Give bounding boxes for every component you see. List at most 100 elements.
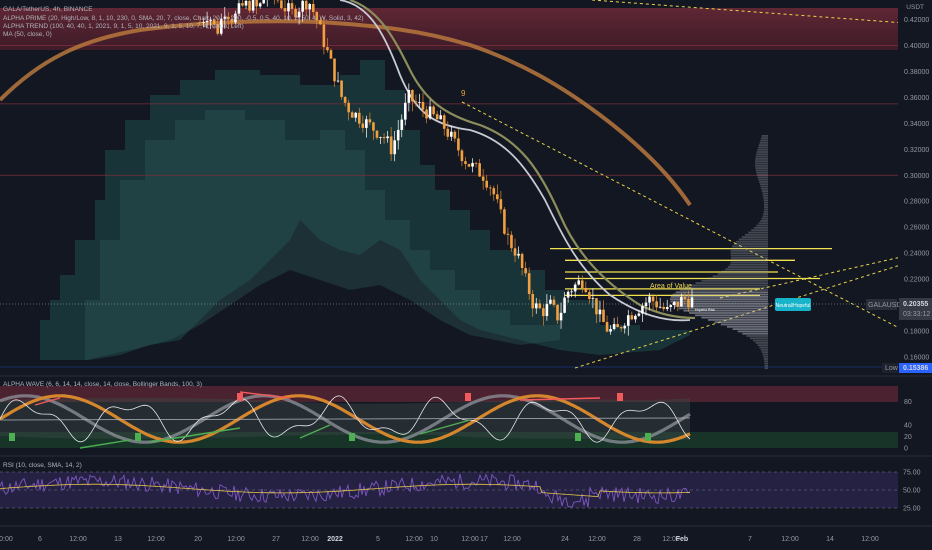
candle-body	[591, 298, 595, 299]
volume-bar	[751, 229, 768, 232]
volume-bar	[744, 233, 768, 236]
candle-body	[460, 150, 464, 162]
volume-bar	[670, 300, 768, 303]
volume-bar	[755, 169, 768, 172]
candle-body	[432, 106, 435, 115]
volume-bar	[763, 204, 768, 206]
candle-body	[205, 20, 209, 23]
candle-body	[605, 322, 609, 332]
alpha-trend-cloud	[40, 60, 690, 360]
candle-body	[403, 102, 407, 120]
candle-body	[428, 106, 432, 119]
volume-bar	[761, 135, 768, 137]
volume-bar	[730, 254, 768, 257]
volume-bar	[756, 153, 768, 156]
alpha-trend-cloud-inner	[85, 110, 560, 360]
candle-body	[641, 306, 644, 314]
wave-fast-line	[0, 394, 691, 444]
divergence-line	[239, 391, 291, 399]
rsi-lines	[0, 473, 691, 508]
price-tick: 0.28000	[904, 199, 929, 206]
volume-bar	[684, 286, 768, 289]
volume-bar	[761, 190, 768, 192]
volume-bar	[712, 275, 768, 278]
candle-body	[368, 119, 372, 123]
volume-bar	[742, 332, 768, 335]
price-tick: 0.36000	[904, 95, 929, 102]
candle-body	[340, 80, 343, 97]
rsi-tick: 75.00	[903, 470, 921, 477]
time-label: 12:00	[69, 536, 87, 543]
price-tick: 0.32000	[904, 147, 929, 154]
time-axis[interactable]: 00:00 6 12:00 13 12:00 20 12:00 27 12:00 2022 5 12:…	[0, 536, 879, 543]
time-label: 17	[480, 536, 488, 543]
wave-signal-marker	[645, 433, 651, 441]
candle-body	[552, 299, 556, 305]
wave-tick: 80	[904, 399, 912, 406]
volume-bar	[733, 243, 768, 245]
divergence-line	[299, 424, 331, 439]
time-label: 24	[561, 536, 569, 543]
candle-body	[471, 162, 474, 167]
wave-oversold-zone	[0, 432, 898, 448]
candle-body	[223, 16, 227, 19]
candle-body	[411, 90, 414, 102]
volume-bar	[727, 266, 768, 268]
volume-bar	[695, 282, 768, 284]
volume-bar	[757, 176, 768, 179]
volume-bar	[701, 316, 768, 319]
volume-bar	[731, 247, 768, 250]
volume-bar	[755, 164, 768, 167]
time-label: 5	[376, 536, 380, 543]
candle-body	[481, 176, 485, 181]
rsi-line	[0, 473, 691, 508]
volume-bar	[732, 245, 768, 248]
ma-50-curve	[349, 0, 696, 320]
candle-body	[347, 102, 350, 113]
volume-bar	[762, 215, 768, 218]
price-axis-ticks: 0.42000 0.40000 0.38000 0.36000 0.34000 0.320…	[904, 17, 929, 362]
candle-body	[255, 0, 258, 7]
candle-body	[517, 253, 520, 256]
volume-bar	[738, 238, 768, 241]
wave-axis-ticks: 80 40 20 0	[904, 399, 912, 452]
candle-body	[396, 129, 400, 141]
candle-body	[655, 301, 658, 308]
candle-body	[258, 3, 262, 7]
volume-bar	[757, 344, 768, 347]
time-label: 12:00	[503, 536, 521, 543]
candle-body	[294, 8, 297, 18]
candle-body	[202, 22, 205, 24]
volume-bar	[741, 236, 768, 238]
candle-body	[584, 287, 588, 293]
candle-body	[499, 199, 503, 210]
volume-bar	[763, 201, 768, 204]
indicator-legend-1: ALPHA PRIME (20, High/Low, 8, 1, 10, 230…	[3, 15, 364, 22]
divergence-line	[79, 439, 131, 449]
candle-body	[216, 24, 219, 34]
ma-fast-curve	[339, 0, 691, 322]
symbol-tag-bg	[866, 299, 897, 310]
volume-bar	[761, 217, 768, 220]
candle-body	[209, 19, 212, 21]
candle-body	[527, 273, 531, 295]
time-label: 7	[748, 536, 752, 543]
volume-bar	[762, 353, 768, 356]
volume-bar	[707, 277, 768, 280]
volume-bar	[760, 139, 768, 142]
candle-body	[237, 3, 241, 14]
peak-count-label: 9	[461, 89, 466, 98]
volume-bar	[755, 160, 768, 163]
price-candles	[198, 0, 694, 336]
candle-body	[361, 123, 365, 128]
divergence-line	[419, 419, 471, 435]
rsi-tick: 50.00	[903, 488, 921, 495]
volume-bar	[758, 178, 768, 181]
volume-bar	[755, 158, 768, 160]
candle-body	[262, 0, 266, 4]
volume-bar	[757, 148, 768, 151]
candle-body	[570, 291, 573, 293]
last-price-value: 0.20355	[903, 301, 928, 308]
candle-body	[474, 162, 478, 164]
